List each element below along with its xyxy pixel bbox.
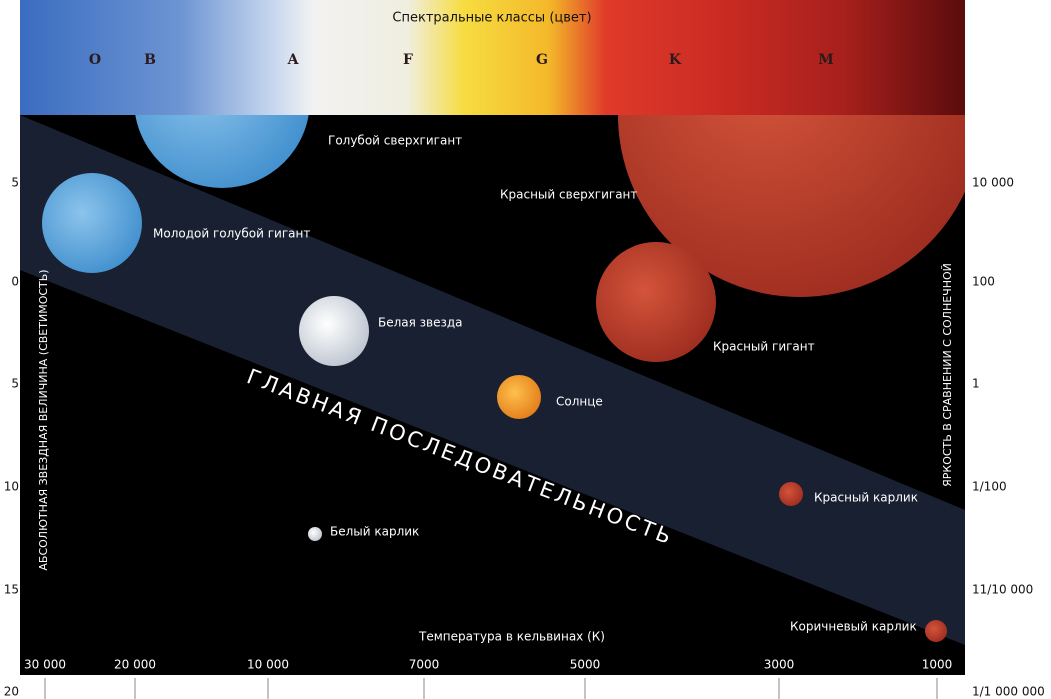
right-tick-label: 1/1 000 000 — [972, 685, 1045, 699]
right-tick-label: 10 000 — [972, 176, 1014, 190]
spectral-class: K — [669, 52, 682, 68]
right-tick-label: 1/100 — [972, 480, 1007, 494]
bottom-tick-label: 7000 — [409, 658, 440, 672]
spectral-class: F — [403, 52, 413, 68]
bottom-tick-label: 30 000 — [24, 658, 66, 672]
star — [925, 620, 947, 642]
left-axis-title: АБСОЛЮТНАЯ ЗВЕЗДНАЯ ВЕЛИЧИНА (СВЕТИМОСТЬ… — [37, 269, 50, 570]
star-label: Молодой голубой гигант — [153, 227, 310, 241]
right-tick-label: 11/10 000 — [972, 583, 1033, 597]
star-label: Голубой сверхгигант — [328, 134, 462, 148]
star — [779, 482, 803, 506]
title: Спектральные классы (цвет) — [392, 11, 591, 26]
left-tick-label: 5 — [11, 377, 19, 391]
spectral-class: A — [287, 52, 300, 68]
left-tick-label: 20 — [4, 685, 19, 699]
bottom-tick-label: 10 000 — [247, 658, 289, 672]
star — [308, 527, 322, 541]
right-tick-label: 1 — [972, 377, 980, 391]
star-label: Белая звезда — [378, 316, 463, 330]
left-tick-label: 0 — [11, 275, 19, 289]
left-tick-label: 10 — [4, 480, 19, 494]
star-label: Красный сверхгигант — [500, 188, 637, 202]
spectral-class: M — [818, 52, 834, 68]
main-sequence-band — [20, 115, 965, 645]
right-tick-label: 100 — [972, 275, 995, 289]
bottom-tick-label: 20 000 — [114, 658, 156, 672]
star-label: Белый карлик — [330, 525, 419, 539]
spectrum-bar — [20, 0, 965, 115]
spectral-class: B — [144, 52, 156, 68]
star-label: Солнце — [556, 395, 603, 409]
star — [299, 296, 369, 366]
spectral-class: G — [536, 52, 548, 68]
bottom-tick-label: 1000 — [922, 658, 953, 672]
spectral-class: O — [89, 52, 101, 68]
left-tick-label: 15 — [4, 583, 19, 597]
bottom-axis-title: Температура в кельвинах (К) — [418, 630, 605, 644]
bottom-tick-label: 3000 — [764, 658, 795, 672]
star — [497, 375, 541, 419]
star — [42, 173, 142, 273]
left-tick-label: 5 — [11, 176, 19, 190]
bottom-tick-label: 5000 — [570, 658, 601, 672]
star-label: Красный карлик — [814, 491, 918, 505]
star-label: Красный гигант — [713, 340, 815, 354]
right-axis-title: ЯРКОСТЬ В СРАВНЕНИИ С СОЛНЕЧНОЙ — [941, 263, 954, 487]
star-label: Коричневый карлик — [790, 620, 917, 634]
star — [596, 242, 716, 362]
